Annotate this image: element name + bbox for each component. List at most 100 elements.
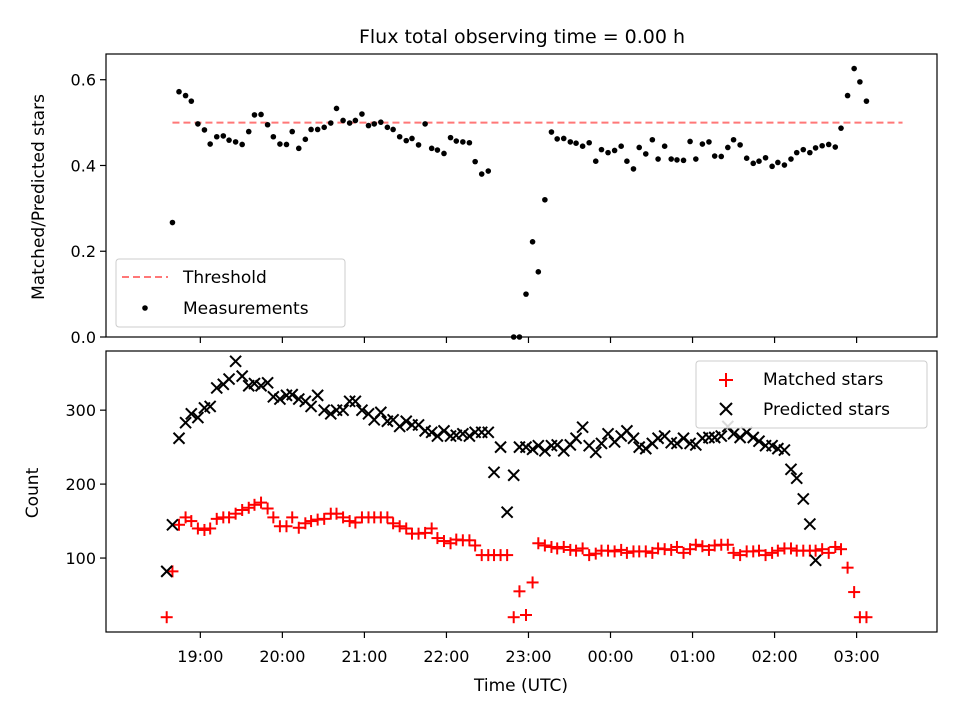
x-stroke-b [292, 392, 305, 406]
predicted-star-point [651, 432, 665, 445]
top-y-ticks: 0.0 0.2 0.4 0.6 [71, 71, 106, 347]
y-tick-label: 0.4 [71, 156, 96, 175]
measurement-point [725, 144, 731, 151]
predicted-star-point [292, 392, 305, 406]
measurement-point [466, 139, 473, 146]
matched-star-point [286, 511, 299, 524]
measurement-point [618, 143, 624, 149]
x-stroke-b [740, 426, 753, 439]
x-stroke-b [463, 429, 476, 443]
top-legend: Threshold Measurements [115, 258, 346, 328]
matched-star-point [526, 576, 539, 589]
measurement-point [624, 158, 630, 164]
measurement-point [321, 124, 328, 131]
measurement-point [359, 111, 365, 117]
measurement-point [838, 125, 844, 131]
x-stroke-b [374, 406, 388, 419]
measurement-point [472, 158, 478, 165]
measurement-point [258, 111, 264, 118]
measurements-legend-label: Measurements [183, 299, 309, 319]
predicted-star-point [210, 381, 223, 395]
matched-star-point [267, 511, 280, 524]
measurements-series [169, 65, 870, 340]
x-stroke-b [203, 400, 217, 413]
matched-star-point [734, 549, 747, 562]
measurement-point [579, 143, 586, 149]
matched-star-point [381, 511, 394, 524]
measurement-point [365, 122, 372, 129]
measurement-point [807, 149, 813, 156]
measurement-point [636, 144, 643, 151]
matched-star-point [532, 537, 545, 550]
matched-star-point [570, 544, 583, 557]
predicted-star-point [318, 403, 331, 417]
predicted-star-point [267, 390, 280, 404]
measurement-point [668, 156, 675, 162]
x-stroke-b [576, 420, 589, 434]
predicted-star-point [172, 432, 186, 445]
x-tick-label: 21:00 [341, 647, 387, 666]
matched-star-point [759, 549, 772, 562]
matched-star-point [665, 543, 678, 556]
measurement-point [327, 120, 334, 126]
matched-star-point [431, 532, 444, 545]
measurement-point [485, 168, 492, 174]
predicted-star-point [261, 376, 274, 390]
predicted-star-point [456, 427, 470, 441]
matched-star-point [387, 517, 400, 530]
matched-star-point [639, 545, 652, 558]
measurement-point [819, 142, 825, 149]
x-tick-label: 22:00 [423, 647, 469, 666]
x-stroke-b [494, 440, 507, 454]
x-stroke-b [343, 395, 356, 408]
x-stroke-b [532, 439, 545, 452]
x-stroke-b [191, 411, 205, 424]
matched-star-point [242, 501, 255, 514]
matched-star-point [771, 544, 784, 557]
x-stroke-b [210, 381, 223, 395]
predicted-legend-label: Predicted stars [763, 400, 890, 420]
measurement-point [384, 124, 391, 131]
matched-star-point [589, 547, 602, 560]
matched-star-point [670, 540, 683, 553]
y-tick-label: 100 [65, 549, 96, 568]
measurement-point [352, 117, 359, 124]
x-stroke-b [677, 432, 690, 445]
measurement-point [434, 147, 441, 153]
measurement-point [529, 239, 536, 245]
x-stroke-b [747, 431, 760, 444]
x-stroke-b [771, 442, 785, 455]
measurement-point [523, 291, 529, 297]
matched-star-point [551, 542, 564, 555]
bottom-panel-frame [105, 350, 938, 633]
predicted-star-point [248, 377, 261, 390]
x-stroke-b [702, 431, 716, 444]
matched-star-point [280, 520, 293, 533]
x-stroke-b [362, 407, 375, 421]
predicted-star-point [349, 395, 362, 408]
x-stroke-b [185, 407, 198, 421]
predicted-star-point [355, 403, 369, 417]
predicted-star-point [324, 407, 337, 421]
measurement-point [182, 92, 189, 99]
measurement-point [560, 135, 567, 142]
measurement-point [825, 141, 832, 148]
x-stroke-b [803, 517, 817, 531]
predicted-star-point [343, 395, 356, 408]
predicted-star-point [507, 469, 520, 482]
predicted-star-point [809, 554, 822, 567]
measurement-point [542, 196, 548, 203]
predicted-star-point [595, 437, 608, 450]
x-stroke-b [765, 439, 779, 452]
x-stroke-b [273, 392, 287, 406]
measurement-point [863, 98, 870, 104]
predicted-star-point [747, 431, 760, 444]
matched-star-point [236, 503, 249, 516]
predicted-star-point [487, 466, 501, 479]
matched-star-point [829, 540, 842, 553]
x-stroke-b [267, 390, 280, 404]
matched-star-point [292, 521, 305, 534]
measurement-point [460, 139, 466, 145]
x-stroke-b [651, 432, 665, 445]
measurement-point [188, 98, 195, 104]
